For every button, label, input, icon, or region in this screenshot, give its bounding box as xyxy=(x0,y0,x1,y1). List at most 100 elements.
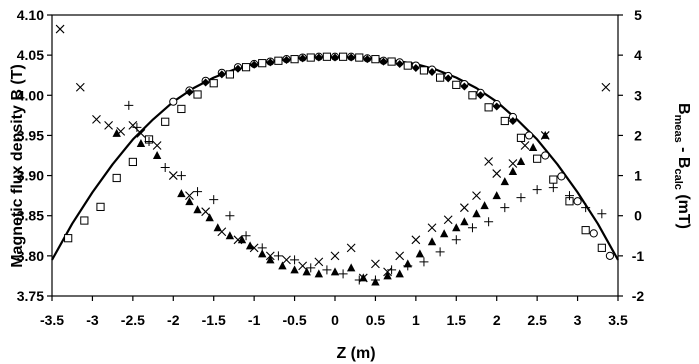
diamond-marker xyxy=(428,68,437,77)
y-axis-title: Magnetic flux density B (T) xyxy=(9,64,26,268)
plus-marker xyxy=(306,263,316,273)
square-marker xyxy=(484,103,493,112)
plus-marker xyxy=(548,183,558,193)
triangle-marker xyxy=(480,201,489,210)
plus-marker xyxy=(500,203,510,213)
square-marker xyxy=(549,175,558,184)
square-marker xyxy=(387,57,396,66)
triangle-marker xyxy=(290,265,299,274)
y-tick-label: 3.75 xyxy=(17,288,44,304)
x-tick-label: -2.5 xyxy=(121,312,145,328)
x-tick-label: -2 xyxy=(167,312,180,328)
square-marker xyxy=(64,234,73,243)
triangle-marker xyxy=(371,277,380,286)
square-marker xyxy=(371,55,380,64)
cross-marker xyxy=(152,141,162,150)
plus-marker xyxy=(241,231,251,241)
diamond-marker xyxy=(395,59,404,68)
plus-marker xyxy=(176,171,186,181)
triangle-marker xyxy=(472,209,481,218)
y2-tick-label: 4 xyxy=(634,47,642,63)
triangle-marker xyxy=(185,197,194,206)
x-tick-label: 2 xyxy=(493,312,501,328)
y-tick-label: 3.80 xyxy=(17,248,44,264)
y2-tick-label: 2 xyxy=(634,127,642,143)
square-marker xyxy=(355,53,364,62)
plus-marker xyxy=(467,223,477,233)
square-marker xyxy=(209,79,218,88)
triangle-marker xyxy=(508,167,518,176)
triangle-marker xyxy=(528,142,538,151)
y2-tick-label: -1 xyxy=(632,248,645,264)
diamond-marker xyxy=(460,82,469,91)
cross-marker xyxy=(282,255,291,265)
triangle-marker xyxy=(330,267,340,276)
plus-series xyxy=(124,100,607,285)
square-marker xyxy=(112,173,121,183)
x-tick-label: -3.5 xyxy=(40,312,64,328)
square-marker xyxy=(322,52,332,61)
x-tick-label: -1.5 xyxy=(202,312,226,328)
square-marker xyxy=(581,226,590,235)
x-axis-title: Z (m) xyxy=(336,345,375,362)
cross-marker xyxy=(136,129,146,138)
y-tick-label: 4.00 xyxy=(17,87,44,103)
diamond-marker xyxy=(508,116,517,125)
cross-marker xyxy=(443,215,453,225)
diamond-marker xyxy=(314,53,323,62)
triangle-marker xyxy=(213,223,222,232)
plus-marker xyxy=(387,265,397,275)
diamond-marker xyxy=(201,78,210,87)
square-marker xyxy=(419,66,429,75)
data-marks-layer xyxy=(55,24,615,286)
x-tick-label: 0 xyxy=(331,312,339,328)
cross-marker xyxy=(346,243,356,253)
y-tick-label: 3.85 xyxy=(17,208,44,224)
plus-marker xyxy=(160,163,170,173)
triangle-marker xyxy=(152,151,162,159)
square-marker xyxy=(193,90,202,99)
cross-marker xyxy=(314,257,324,267)
circle-series xyxy=(169,52,615,260)
x-tick-label: -3 xyxy=(86,312,99,328)
square-marker xyxy=(597,243,606,252)
triangle-marker xyxy=(516,157,526,166)
circle-marker xyxy=(169,97,178,106)
plus-marker xyxy=(124,100,134,110)
plus-marker xyxy=(225,211,235,221)
x-tick-label: 1 xyxy=(412,312,420,328)
square-marker xyxy=(500,116,509,126)
square-marker xyxy=(516,133,526,142)
y-tick-label: 4.05 xyxy=(17,47,44,63)
plus-marker xyxy=(132,122,142,132)
plus-marker xyxy=(597,209,607,219)
square-marker xyxy=(96,202,105,211)
x-tick-label: 3 xyxy=(574,312,582,328)
triangle-marker xyxy=(492,191,501,200)
x-tick-label: 2.5 xyxy=(527,312,547,328)
triangle-marker xyxy=(452,223,461,232)
plus-marker xyxy=(451,235,461,245)
plus-marker xyxy=(193,187,203,197)
diamond-marker xyxy=(282,55,291,64)
diamond-marker xyxy=(411,63,420,72)
plus-marker xyxy=(435,247,445,257)
plus-marker xyxy=(564,191,574,201)
triangle-marker xyxy=(205,213,214,222)
plus-marker xyxy=(273,251,283,261)
cross-marker xyxy=(459,203,469,213)
triangle-marker xyxy=(302,267,311,276)
plus-marker xyxy=(419,257,429,267)
diamond-marker xyxy=(379,57,388,66)
cross-marker xyxy=(201,207,211,217)
triangle-marker xyxy=(112,128,121,137)
y2-tick-label: 5 xyxy=(634,7,642,23)
triangle-marker xyxy=(314,269,324,278)
axes-layer: -3.5 -3 -2.5 -2 -1.5 -1 -0.5 0 0.5 1 1.5 2 2.5 3 3.5 3.… xyxy=(17,7,645,328)
diamond-marker xyxy=(347,53,356,62)
triangle-marker xyxy=(415,249,425,258)
plus-marker xyxy=(338,269,348,279)
diamond-marker xyxy=(444,74,453,83)
square-marker xyxy=(306,53,315,62)
triangle-marker xyxy=(383,271,392,280)
